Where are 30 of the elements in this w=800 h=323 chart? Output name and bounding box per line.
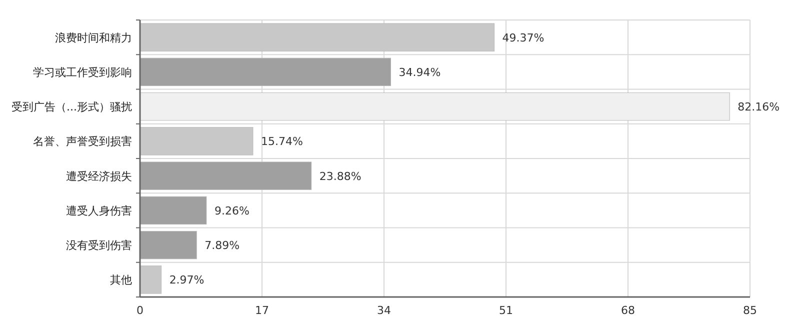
bar [140,230,197,260]
data-label: 23.88% [319,170,362,183]
bar [140,196,207,225]
bar [140,23,495,52]
y-tick-label: 遭受人身伤害 [66,204,132,218]
data-label: 49.37% [502,31,544,44]
data-label: 82.16% [738,100,780,114]
x-tick-label: 68 [621,304,635,317]
bar [140,266,162,294]
bar [140,92,730,121]
bar [140,162,312,190]
bar [140,58,391,86]
y-tick-label: 名誉、声誉受到损害 [33,135,132,148]
y-tick-label: 遭受经济损失 [66,170,132,183]
y-tick-label: 没有受到伤害 [66,239,132,252]
y-tick-label: 学习或工作受到影响 [33,66,132,79]
bar [140,127,254,156]
data-label: 34.94% [398,66,441,79]
x-tick-label: 34 [377,304,391,317]
x-tick-label: 17 [255,304,269,317]
data-label: 15.74% [260,135,303,148]
data-label: 7.89% [204,239,240,252]
y-tick-label: 其他 [110,274,132,287]
data-label: 2.97% [169,274,204,287]
data-label: 9.26% [214,204,250,218]
x-tick-label: 51 [499,304,513,317]
x-tick-label: 0 [136,304,144,317]
y-tick-label: 受到广告（...形式）骚扰 [12,100,132,114]
y-tick-label: 浪费时间和精力 [55,31,132,44]
x-tick-label: 85 [743,304,757,317]
